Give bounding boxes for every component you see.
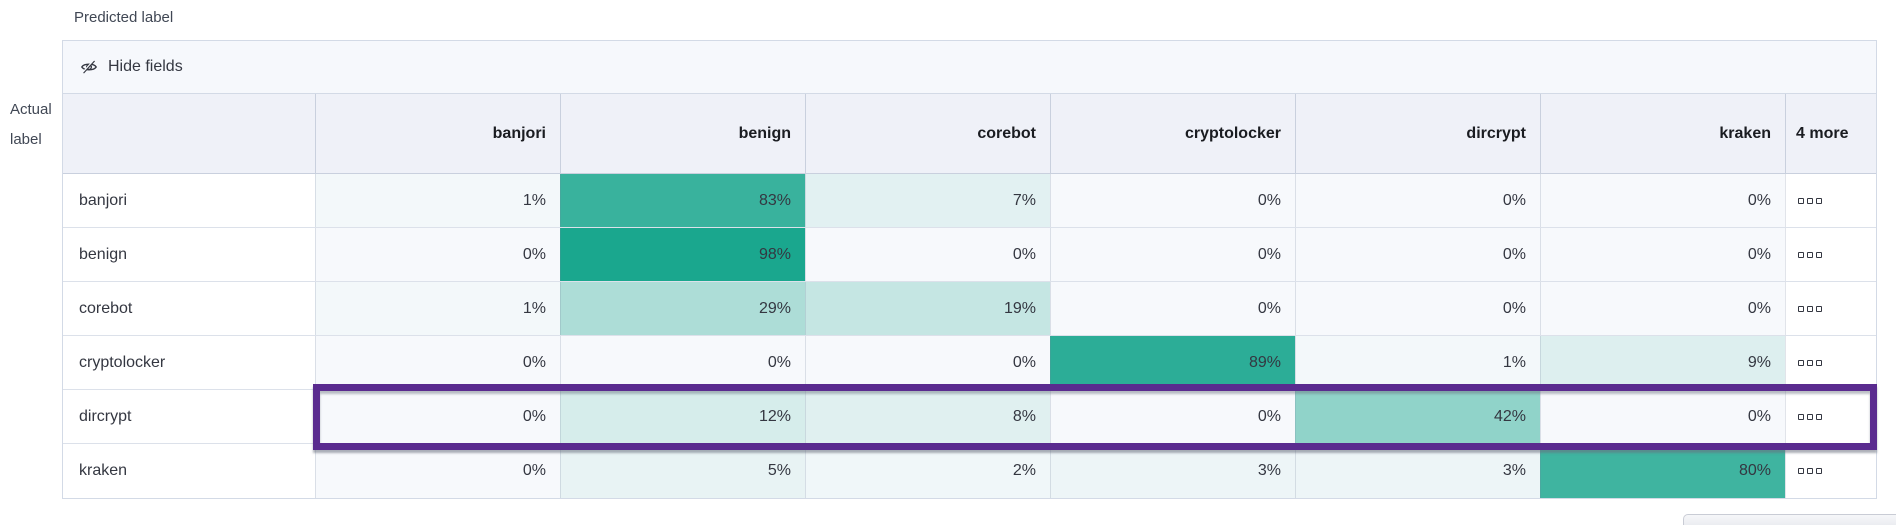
cell-kraken-benign[interactable]: 5% (560, 444, 805, 498)
boxes-horizontal-icon (1807, 468, 1813, 474)
boxes-horizontal-icon (1798, 197, 1804, 204)
boxes-horizontal-icon (1807, 359, 1813, 366)
row-label-benign: benign (63, 228, 315, 281)
table-row-kraken: kraken 0% 5% 2% 3% 3% 80% (63, 444, 1876, 498)
cell-banjori-kraken[interactable]: 0% (1540, 174, 1785, 227)
more-columns-cell[interactable] (1785, 282, 1876, 335)
more-columns-cell[interactable] (1785, 444, 1876, 498)
header-corner-cell (63, 94, 315, 173)
boxes-horizontal-icon (1816, 468, 1822, 474)
hide-fields-button[interactable]: Hide fields (63, 41, 1876, 94)
cell-banjori-banjori[interactable]: 1% (315, 174, 560, 227)
boxes-horizontal-icon (1816, 251, 1822, 258)
cell-cryptolocker-cryptolocker[interactable]: 89% (1050, 336, 1295, 389)
row-label-dircrypt: dircrypt (63, 390, 315, 443)
more-columns-cell[interactable] (1785, 336, 1876, 389)
cell-benign-kraken[interactable]: 0% (1540, 228, 1785, 281)
column-header-dircrypt[interactable]: dircrypt (1295, 94, 1540, 173)
cell-cryptolocker-benign[interactable]: 0% (560, 336, 805, 389)
cell-banjori-dircrypt[interactable]: 0% (1295, 174, 1540, 227)
boxes-horizontal-icon (1798, 468, 1804, 474)
table-row-corebot: corebot 1% 29% 19% 0% 0% 0% (63, 282, 1876, 336)
table-row-banjori: banjori 1% 83% 7% 0% 0% 0% (63, 174, 1876, 228)
row-label-corebot: corebot (63, 282, 315, 335)
cell-dircrypt-dircrypt[interactable]: 42% (1295, 390, 1540, 443)
column-header-row: banjori benign corebot cryptolocker dircrypt… (63, 94, 1876, 174)
cell-cryptolocker-dircrypt[interactable]: 1% (1295, 336, 1540, 389)
boxes-horizontal-icon (1798, 251, 1804, 258)
table-row-dircrypt: dircrypt 0% 12% 8% 0% 42% 0% (63, 390, 1876, 444)
boxes-horizontal-icon (1816, 413, 1822, 420)
cell-banjori-benign[interactable]: 83% (560, 174, 805, 227)
column-header-benign[interactable]: benign (560, 94, 805, 173)
more-columns-cell[interactable] (1785, 174, 1876, 227)
boxes-horizontal-icon (1807, 305, 1813, 312)
column-header-more[interactable]: 4 more (1785, 94, 1876, 173)
cell-corebot-dircrypt[interactable]: 0% (1295, 282, 1540, 335)
cell-cryptolocker-corebot[interactable]: 0% (805, 336, 1050, 389)
cell-banjori-cryptolocker[interactable]: 0% (1050, 174, 1295, 227)
cell-corebot-cryptolocker[interactable]: 0% (1050, 282, 1295, 335)
cell-kraken-banjori[interactable]: 0% (315, 444, 560, 498)
hide-fields-label: Hide fields (108, 58, 183, 75)
cell-dircrypt-benign[interactable]: 12% (560, 390, 805, 443)
eye-slash-icon (80, 58, 98, 76)
row-label-cryptolocker: cryptolocker (63, 336, 315, 389)
cell-cryptolocker-kraken[interactable]: 9% (1540, 336, 1785, 389)
cell-benign-cryptolocker[interactable]: 0% (1050, 228, 1295, 281)
cell-corebot-benign[interactable]: 29% (560, 282, 805, 335)
boxes-horizontal-icon (1798, 305, 1804, 312)
more-columns-cell[interactable] (1785, 228, 1876, 281)
more-columns-cell[interactable] (1785, 390, 1876, 443)
boxes-horizontal-icon (1816, 305, 1822, 312)
confusion-matrix-table: Hide fields banjori benign corebot cryptolo… (62, 40, 1877, 499)
cell-dircrypt-banjori[interactable]: 0% (315, 390, 560, 443)
actual-label-axis-title: Actual label (10, 101, 52, 148)
predicted-label-axis-title: Predicted label (74, 9, 174, 26)
cell-banjori-corebot[interactable]: 7% (805, 174, 1050, 227)
cell-dircrypt-corebot[interactable]: 8% (805, 390, 1050, 443)
row-label-banjori: banjori (63, 174, 315, 227)
cell-kraken-kraken[interactable]: 80% (1540, 444, 1785, 498)
cell-benign-corebot[interactable]: 0% (805, 228, 1050, 281)
cell-cryptolocker-banjori[interactable]: 0% (315, 336, 560, 389)
boxes-horizontal-icon (1816, 359, 1822, 366)
boxes-horizontal-icon (1816, 197, 1822, 204)
column-header-cryptolocker[interactable]: cryptolocker (1050, 94, 1295, 173)
boxes-horizontal-icon (1798, 359, 1804, 366)
boxes-horizontal-icon (1807, 197, 1813, 204)
cell-benign-benign[interactable]: 98% (560, 228, 805, 281)
cell-benign-dircrypt[interactable]: 0% (1295, 228, 1540, 281)
cell-dircrypt-cryptolocker[interactable]: 0% (1050, 390, 1295, 443)
column-header-kraken[interactable]: kraken (1540, 94, 1785, 173)
boxes-horizontal-icon (1807, 251, 1813, 258)
column-header-banjori[interactable]: banjori (315, 94, 560, 173)
cell-kraken-cryptolocker[interactable]: 3% (1050, 444, 1295, 498)
boxes-horizontal-icon (1798, 413, 1804, 420)
cell-benign-banjori[interactable]: 0% (315, 228, 560, 281)
cell-corebot-banjori[interactable]: 1% (315, 282, 560, 335)
cell-corebot-corebot[interactable]: 19% (805, 282, 1050, 335)
cell-kraken-dircrypt[interactable]: 3% (1295, 444, 1540, 498)
table-row-benign: benign 0% 98% 0% 0% 0% 0% (63, 228, 1876, 282)
row-label-kraken: kraken (63, 444, 315, 498)
cell-corebot-kraken[interactable]: 0% (1540, 282, 1785, 335)
column-header-corebot[interactable]: corebot (805, 94, 1050, 173)
boxes-horizontal-icon (1807, 413, 1813, 420)
cell-kraken-corebot[interactable]: 2% (805, 444, 1050, 498)
table-row-cryptolocker: cryptolocker 0% 0% 0% 89% 1% 9% (63, 336, 1876, 390)
cell-dircrypt-kraken[interactable]: 0% (1540, 390, 1785, 443)
horizontal-scrollbar[interactable] (1683, 514, 1896, 525)
matrix-body: banjori 1% 83% 7% 0% 0% 0% benign 0% 98% 0% 0% 0% 0% c… (63, 174, 1876, 498)
